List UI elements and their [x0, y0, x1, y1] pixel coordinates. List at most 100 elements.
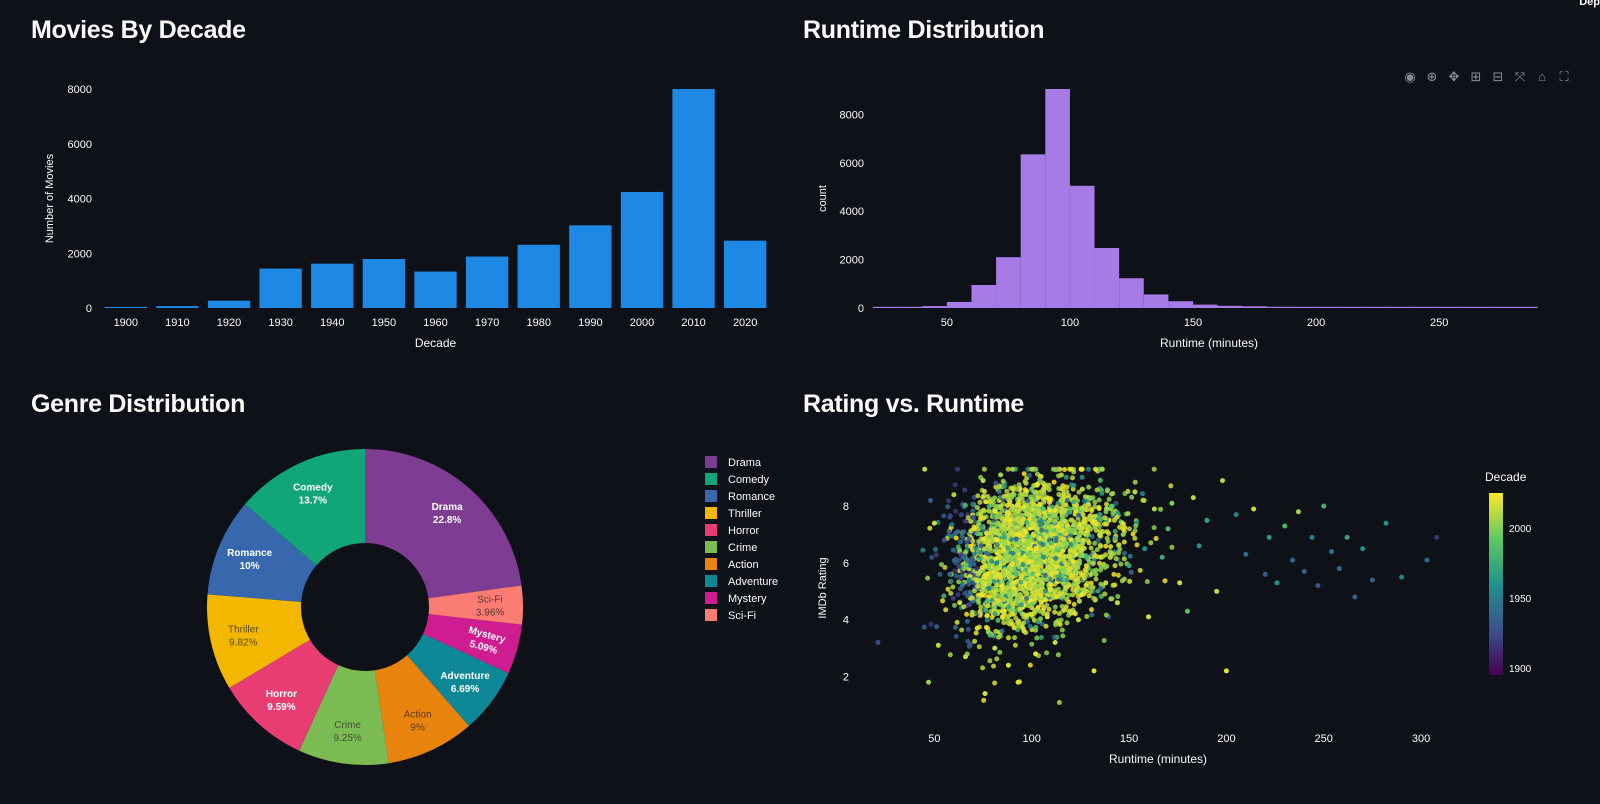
scatter-point — [1089, 607, 1094, 613]
scatter-point — [994, 514, 1000, 520]
scatter-point — [1082, 587, 1088, 593]
histogram-bar — [1045, 89, 1070, 308]
scatter-point — [957, 600, 963, 606]
scatter-point — [1165, 526, 1171, 532]
scatter-point — [981, 515, 987, 521]
autoscale-icon[interactable]: ⤧ — [1514, 69, 1526, 84]
scatter-point — [1121, 576, 1127, 582]
scatter-point — [1028, 594, 1034, 600]
x-tick-label: 100 — [1061, 317, 1079, 329]
scatter-point — [1295, 509, 1301, 515]
scatter-point — [1018, 579, 1024, 585]
scatter-point — [998, 503, 1004, 509]
x-tick-label: 50 — [928, 733, 940, 745]
scatter-point — [1105, 487, 1110, 493]
decade-bar-chart: 0 2000 4000 6000 8000 1900 1910 1920 1930 1940 195… — [44, 84, 767, 350]
scatter-point — [1290, 557, 1296, 563]
x-tick-label: 1900 — [114, 317, 138, 329]
scatter-point — [1190, 495, 1196, 501]
reset-axes-icon[interactable]: ⌂ — [1538, 69, 1546, 84]
scatter-point — [958, 512, 964, 518]
scatter-point — [1099, 466, 1105, 472]
scatter-point — [1002, 484, 1007, 490]
scatter-point — [933, 552, 939, 558]
scatter-point — [992, 645, 998, 651]
slice-percent: 3.96% — [476, 607, 505, 618]
scatter-point — [1001, 493, 1007, 499]
scatter-point — [1125, 488, 1131, 494]
legend-swatch — [705, 507, 717, 519]
scatter-point — [1019, 586, 1025, 592]
scatter-point — [1132, 489, 1138, 495]
zoom-out-icon[interactable]: ⊟ — [1492, 69, 1504, 84]
scatter-point — [1079, 474, 1085, 480]
scatter-point — [1094, 487, 1100, 493]
scatter-point — [1014, 601, 1020, 607]
scatter-point — [1128, 569, 1134, 575]
scatter-point — [1029, 486, 1035, 492]
scatter-point — [1046, 606, 1052, 612]
scatter-point — [991, 601, 997, 607]
scatter-point — [984, 612, 990, 618]
scatter-point — [1064, 577, 1070, 583]
fullscreen-icon[interactable]: ⛶ — [1559, 69, 1569, 84]
scatter-point — [1061, 567, 1067, 573]
scatter-point — [1024, 613, 1030, 619]
zoom-icon[interactable]: ⊕ — [1426, 69, 1438, 84]
scatter-point — [1151, 506, 1157, 512]
scatter-point — [1169, 544, 1175, 550]
scatter-point — [986, 504, 992, 509]
scatter-point — [977, 556, 983, 561]
runtime-histogram: 0 2000 4000 6000 8000 50 100 150 200 250 Runtime (… — [817, 89, 1538, 350]
scatter-point — [1090, 584, 1096, 590]
scatter-point — [1066, 608, 1072, 614]
scatter-point — [929, 554, 935, 560]
scatter-point — [1011, 625, 1017, 631]
y-tick-label: 8000 — [840, 109, 864, 121]
scatter-point — [1117, 546, 1123, 552]
scatter-point — [1022, 487, 1028, 493]
scatter-point — [965, 638, 971, 644]
scatter-point — [1044, 614, 1050, 620]
bar — [620, 191, 664, 308]
scatter-point — [1076, 598, 1082, 604]
scatter-point — [992, 590, 998, 596]
scatter-point — [1127, 553, 1133, 559]
scatter-point — [931, 520, 937, 526]
scatter-point — [996, 531, 1002, 537]
scatter-point — [1060, 548, 1066, 554]
scatter-point — [978, 604, 984, 610]
scatter-point — [1079, 526, 1085, 532]
scatter-point — [1041, 537, 1047, 543]
scatter-point — [1107, 549, 1113, 555]
scatter-point — [1000, 526, 1006, 532]
pan-icon[interactable]: ✥ — [1448, 69, 1460, 84]
scatter-point — [1042, 531, 1048, 537]
legend-swatch — [705, 592, 717, 604]
scatter-point — [1043, 623, 1049, 629]
scatter-point — [1033, 624, 1039, 630]
scatter-point — [968, 518, 974, 524]
scatter-point — [1004, 503, 1010, 508]
scatter-point — [1029, 605, 1035, 611]
scatter-point — [1061, 494, 1067, 500]
camera-icon[interactable]: ◉ — [1404, 69, 1416, 84]
scatter-point — [992, 508, 998, 514]
scatter-point — [964, 618, 970, 624]
scatter-point — [1344, 534, 1350, 540]
scatter-point — [1014, 596, 1020, 602]
legend-label: Action — [728, 559, 759, 571]
scatter-point — [1030, 601, 1036, 607]
scatter-point — [1066, 509, 1072, 515]
zoom-in-icon[interactable]: ⊞ — [1470, 69, 1482, 84]
scatter-point — [1115, 572, 1121, 578]
bar — [517, 244, 560, 308]
scatter-point — [875, 639, 881, 645]
scatter-point — [1006, 553, 1012, 559]
scatter-point — [1109, 596, 1115, 602]
scatter-point — [1002, 541, 1008, 547]
scatter-point — [1016, 623, 1022, 629]
scatter-point — [1081, 545, 1087, 551]
scatter-point — [1086, 559, 1092, 565]
histogram-bar — [1340, 306, 1366, 308]
